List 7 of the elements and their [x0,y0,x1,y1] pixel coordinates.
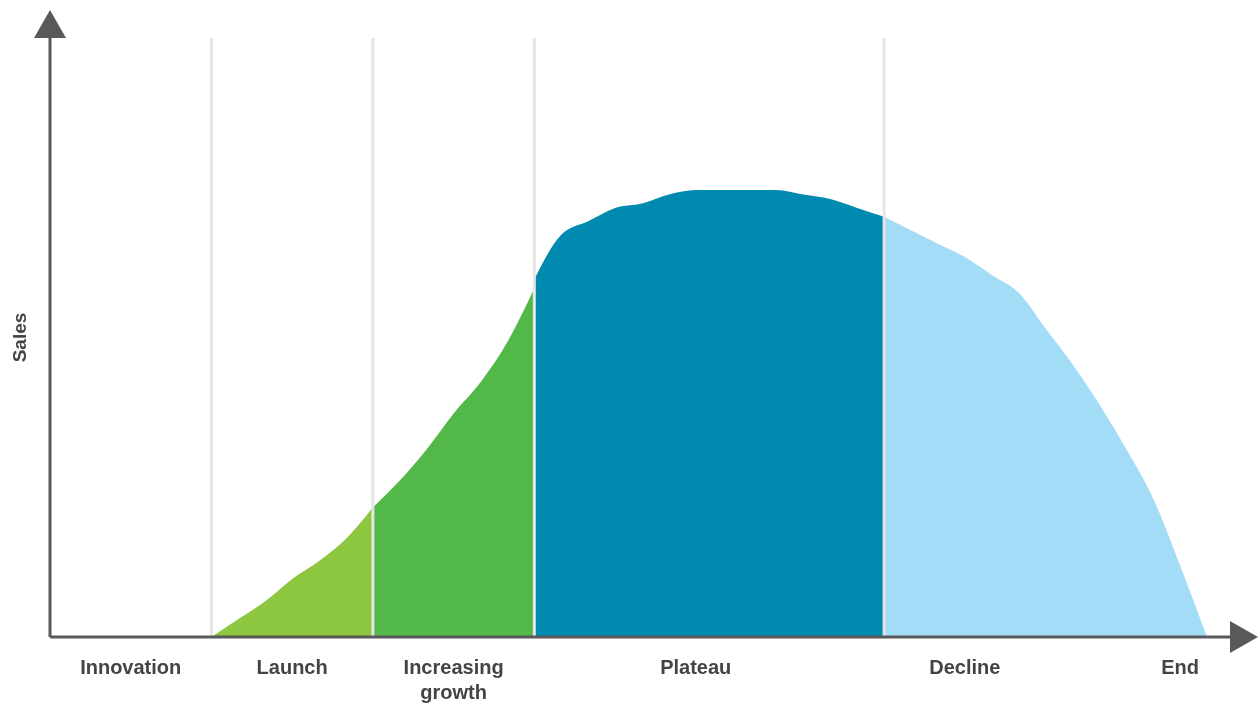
x-tick-label: End [1161,656,1199,678]
x-tick-label: Increasing growth [403,656,504,703]
y-axis-title: Sales [9,312,30,363]
x-tick-label: Innovation [80,656,182,678]
x-tick-label: Decline [929,656,1001,678]
x-tick-label: Plateau [660,656,732,678]
x-tick-label: Launch [256,656,328,678]
